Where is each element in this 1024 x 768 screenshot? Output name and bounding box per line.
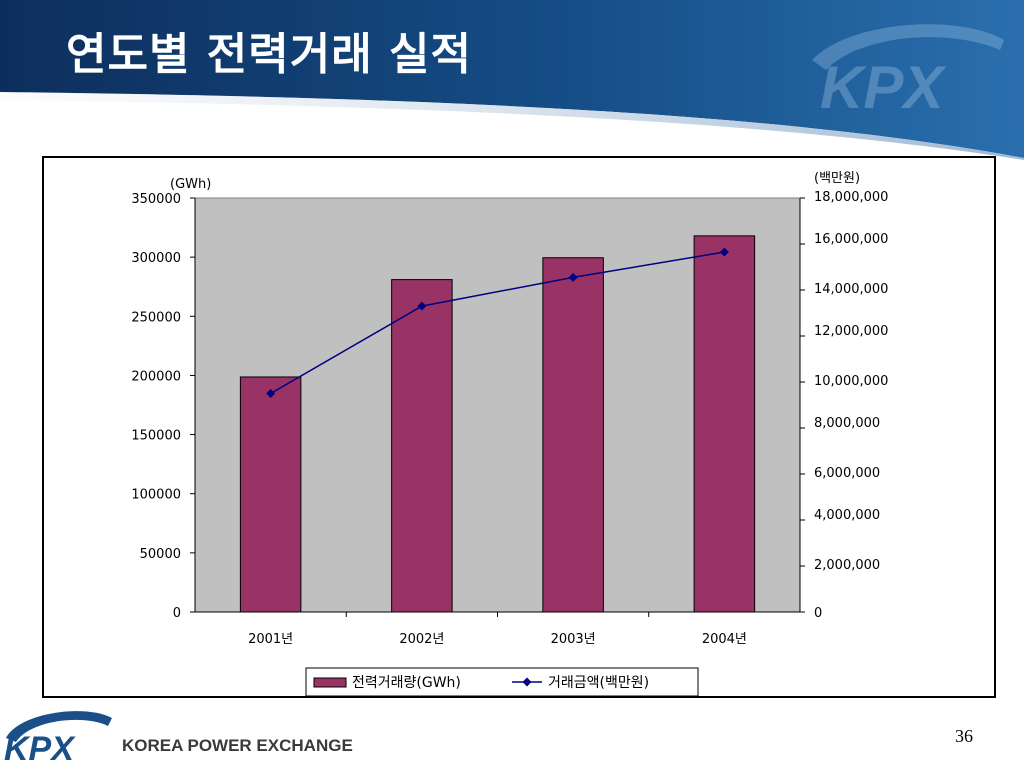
legend (305, 667, 699, 696)
right-axis-tick-label: 8,000,000 (814, 416, 880, 431)
x-axis-category-label: 2001년 (248, 632, 293, 647)
left-axis-tick-label: 250000 (131, 310, 181, 325)
right-axis-tick-label: 12,000,000 (814, 324, 888, 339)
legend-label-bar: 전력거래량(GWh) (352, 675, 461, 691)
line-point-2001년 (266, 389, 276, 398)
right-axis-tick-label: 6,000,000 (814, 466, 880, 481)
left-axis-tick-label: 300000 (131, 251, 181, 266)
series-line-trade-amount (270, 251, 725, 395)
legend-label-line: 거래금액(백만원) (548, 675, 649, 691)
right-axis-tick-label: 2,000,000 (814, 558, 880, 573)
svg-text:KPX: KPX (4, 730, 76, 768)
left-axis-tick-label: 0 (173, 606, 181, 621)
x-axis-category-label: 2004년 (702, 632, 747, 647)
slide-title: 연도별 전력거래 실적 (66, 29, 472, 80)
kpx-logo-icon: KPX (4, 711, 112, 768)
line-point-2004년 (719, 247, 729, 257)
right-axis-tick-label: 4,000,000 (814, 508, 880, 523)
header-kpx-watermark-icon: KPX (812, 24, 1004, 121)
x-axis-category-label: 2003년 (551, 632, 596, 647)
chart: 0 50000 100000 150000 200000 250000 300000 3500… (131, 171, 888, 696)
header-background: KPX (0, 0, 1024, 160)
right-axis-unit-label: (백만원) (814, 171, 860, 186)
footer-brand-text: KOREA POWER EXCHANGE (122, 736, 353, 755)
slide-header: KPX 연도별 전력거래 실적 (0, 0, 1024, 160)
bar-2003년 (542, 257, 604, 613)
right-axis-tick-label: 14,000,000 (814, 282, 888, 297)
line-point-2002년 (417, 301, 427, 311)
legend-swatch-bar (313, 677, 347, 688)
page-number: 36 (955, 726, 973, 746)
bar-2002년 (391, 279, 453, 613)
legend-swatch-marker (522, 677, 532, 687)
left-axis-tick-label: 50000 (140, 547, 181, 562)
right-axis-tick-label: 16,000,000 (814, 232, 888, 247)
left-axis-tick-label: 350000 (131, 192, 181, 207)
left-axis-tick-label: 100000 (131, 488, 181, 503)
right-axis-tick-label: 0 (814, 606, 822, 621)
bar-2001년 (239, 376, 302, 613)
chart-frame: 0 50000 100000 150000 200000 250000 300000 3500… (42, 156, 996, 698)
right-axis-tick-label: 10,000,000 (814, 374, 888, 389)
line-point-2003년 (568, 272, 578, 282)
svg-text:KPX: KPX (820, 54, 947, 121)
right-axis-tick-label: 18,000,000 (814, 190, 888, 205)
left-axis-unit-label: (GWh) (170, 177, 211, 192)
left-axis-tick-label: 150000 (131, 429, 181, 444)
left-axis-tick-label: 200000 (131, 369, 181, 384)
x-axis-category-label: 2002년 (399, 632, 444, 647)
bar-2004년 (693, 235, 756, 613)
